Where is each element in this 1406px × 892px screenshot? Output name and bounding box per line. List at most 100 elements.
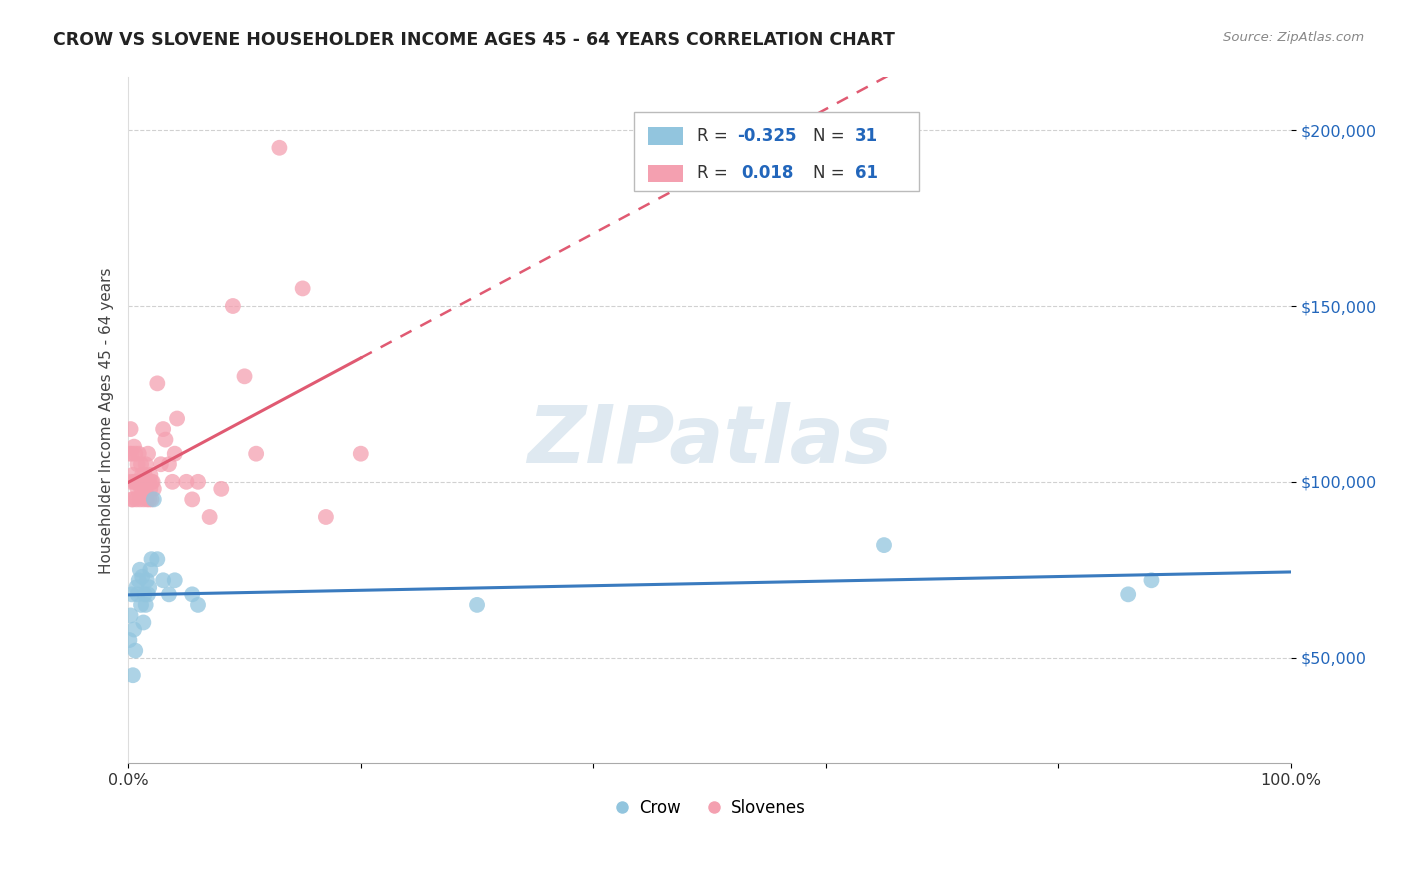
Point xyxy=(135,475,157,489)
Point xyxy=(122,492,145,507)
Point xyxy=(129,598,152,612)
Point xyxy=(138,475,160,489)
Point xyxy=(122,668,145,682)
Text: -0.325: -0.325 xyxy=(738,127,797,145)
Point xyxy=(315,510,337,524)
Point xyxy=(139,467,162,482)
Point xyxy=(136,587,159,601)
Point xyxy=(222,299,245,313)
Point xyxy=(128,447,150,461)
Point xyxy=(245,447,267,461)
Point xyxy=(134,475,156,489)
Point xyxy=(139,482,162,496)
Point xyxy=(125,492,148,507)
Point xyxy=(134,467,156,482)
Point xyxy=(155,433,177,447)
Text: 61: 61 xyxy=(855,164,877,183)
Point xyxy=(128,574,150,588)
Point xyxy=(132,475,155,489)
Point xyxy=(163,574,186,588)
Point xyxy=(136,447,159,461)
FancyBboxPatch shape xyxy=(648,165,683,182)
Point xyxy=(465,598,488,612)
Point xyxy=(291,281,314,295)
Point xyxy=(135,598,157,612)
Point xyxy=(120,422,142,436)
Point xyxy=(127,587,149,601)
Text: R =: R = xyxy=(697,164,733,183)
Point xyxy=(139,563,162,577)
Point xyxy=(142,492,165,507)
Point xyxy=(122,467,145,482)
Point xyxy=(166,411,188,425)
Point xyxy=(125,580,148,594)
Text: CROW VS SLOVENE HOUSEHOLDER INCOME AGES 45 - 64 YEARS CORRELATION CHART: CROW VS SLOVENE HOUSEHOLDER INCOME AGES … xyxy=(53,31,896,49)
Point xyxy=(120,475,142,489)
Point xyxy=(152,574,174,588)
Text: R =: R = xyxy=(697,127,733,145)
Point xyxy=(121,492,143,507)
Point xyxy=(132,615,155,630)
Point xyxy=(269,141,291,155)
Point xyxy=(146,552,169,566)
Point xyxy=(873,538,896,552)
Point xyxy=(128,475,150,489)
Point xyxy=(149,457,172,471)
Point xyxy=(121,587,143,601)
Point xyxy=(122,440,145,454)
Point xyxy=(135,574,157,588)
Point xyxy=(138,580,160,594)
Point xyxy=(124,475,146,489)
Point xyxy=(350,447,373,461)
Point xyxy=(136,475,159,489)
Point xyxy=(128,563,150,577)
Point xyxy=(157,457,180,471)
Point xyxy=(118,633,141,648)
Point xyxy=(135,485,157,500)
Point xyxy=(121,447,143,461)
Point xyxy=(181,492,204,507)
Point xyxy=(157,587,180,601)
Text: ZIPatlas: ZIPatlas xyxy=(527,402,893,480)
Point xyxy=(122,623,145,637)
Point xyxy=(187,598,209,612)
Legend: Crow, Slovenes: Crow, Slovenes xyxy=(607,792,813,823)
Point xyxy=(1116,587,1139,601)
Point xyxy=(198,510,221,524)
Point xyxy=(176,475,198,489)
Point xyxy=(141,552,163,566)
Point xyxy=(122,475,145,489)
Point xyxy=(135,492,157,507)
Text: N =: N = xyxy=(813,127,851,145)
Point xyxy=(120,608,142,623)
FancyBboxPatch shape xyxy=(634,112,920,191)
Y-axis label: Householder Income Ages 45 - 64 years: Householder Income Ages 45 - 64 years xyxy=(100,267,114,574)
Point xyxy=(124,643,146,657)
Point xyxy=(152,422,174,436)
Point xyxy=(209,482,232,496)
Point xyxy=(162,475,184,489)
Point xyxy=(187,475,209,489)
Point xyxy=(118,447,141,461)
Point xyxy=(127,482,149,496)
Text: 31: 31 xyxy=(855,127,879,145)
Text: Source: ZipAtlas.com: Source: ZipAtlas.com xyxy=(1223,31,1364,45)
Point xyxy=(135,457,157,471)
Point xyxy=(129,457,152,471)
Point xyxy=(138,492,160,507)
Point xyxy=(129,482,152,496)
Point xyxy=(181,587,204,601)
Point xyxy=(233,369,256,384)
FancyBboxPatch shape xyxy=(648,128,683,145)
Point xyxy=(131,485,153,500)
Point xyxy=(146,376,169,391)
Text: 0.018: 0.018 xyxy=(741,164,793,183)
Point xyxy=(128,492,150,507)
Point xyxy=(132,492,155,507)
Point xyxy=(128,475,150,489)
Text: N =: N = xyxy=(813,164,851,183)
Point xyxy=(125,475,148,489)
Point xyxy=(131,570,153,584)
Point xyxy=(124,447,146,461)
Point xyxy=(141,475,163,489)
